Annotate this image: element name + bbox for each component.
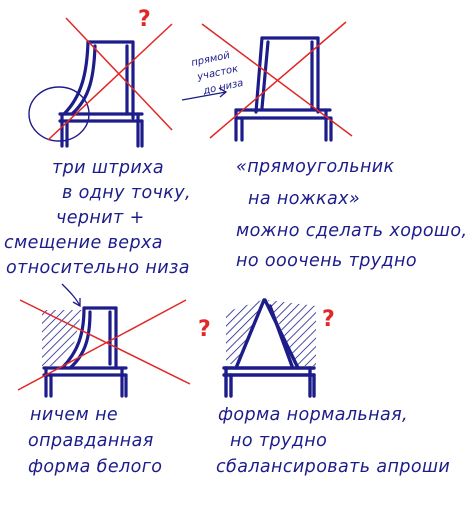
caption-line: можно сделать хорошо, xyxy=(236,221,467,241)
caption-line: форма нормальная, xyxy=(218,405,408,425)
question-mark-right: ? xyxy=(322,307,335,332)
red-cross-out xyxy=(47,17,173,141)
caption-line: чернит + xyxy=(56,208,145,228)
caption-line: форма белого xyxy=(28,457,162,477)
red-cross-out xyxy=(17,299,191,391)
arrow-icon xyxy=(61,283,81,308)
caption-line: в одну точку, xyxy=(62,183,191,203)
letter-de-shape xyxy=(58,40,144,148)
side-note: прямой участок до низа xyxy=(190,50,244,97)
hatched-counter-left xyxy=(226,300,262,364)
caption-line: смещение верха xyxy=(4,233,163,253)
caption-line: «прямоугольник xyxy=(236,157,395,177)
sketch-3: ничем не оправданная форма белого xyxy=(17,283,191,477)
caption-line: на ножках» xyxy=(248,189,360,209)
question-mark-left: ? xyxy=(198,317,211,342)
problem-area-circle xyxy=(28,86,90,142)
caption-line: но трудно xyxy=(230,431,327,451)
sketch-2: прямой участок до низа «прямоугольник на… xyxy=(181,21,467,271)
letter-de-shape xyxy=(222,298,316,398)
caption-line: три штриха xyxy=(52,158,164,178)
caption-line: оправданная xyxy=(28,431,154,451)
letter-de-shape xyxy=(234,36,333,142)
arrow-icon xyxy=(181,87,228,101)
caption-line: ничем не xyxy=(30,405,118,425)
caption-line: сбалансировать апроши xyxy=(216,457,450,477)
hatched-counter xyxy=(42,310,82,366)
caption-line: относительно низа xyxy=(6,258,190,278)
sketch-4: ? ? форма нормальная, но трудно сбаланси… xyxy=(198,298,450,477)
sketch-1: ? три штриха в одну точку, чернит + смещ… xyxy=(4,7,191,278)
caption-1: три штриха в одну точку, чернит + смещен… xyxy=(4,158,191,278)
caption-line: но ооочень трудно xyxy=(236,251,417,271)
red-cross-out xyxy=(201,21,353,139)
question-mark: ? xyxy=(138,7,151,32)
hatched-counter-right xyxy=(268,300,316,366)
caption-4: форма нормальная, но трудно сбалансирова… xyxy=(216,405,450,477)
caption-3: ничем не оправданная форма белого xyxy=(28,405,162,477)
caption-2: «прямоугольник на ножках» можно сделать … xyxy=(236,157,467,271)
